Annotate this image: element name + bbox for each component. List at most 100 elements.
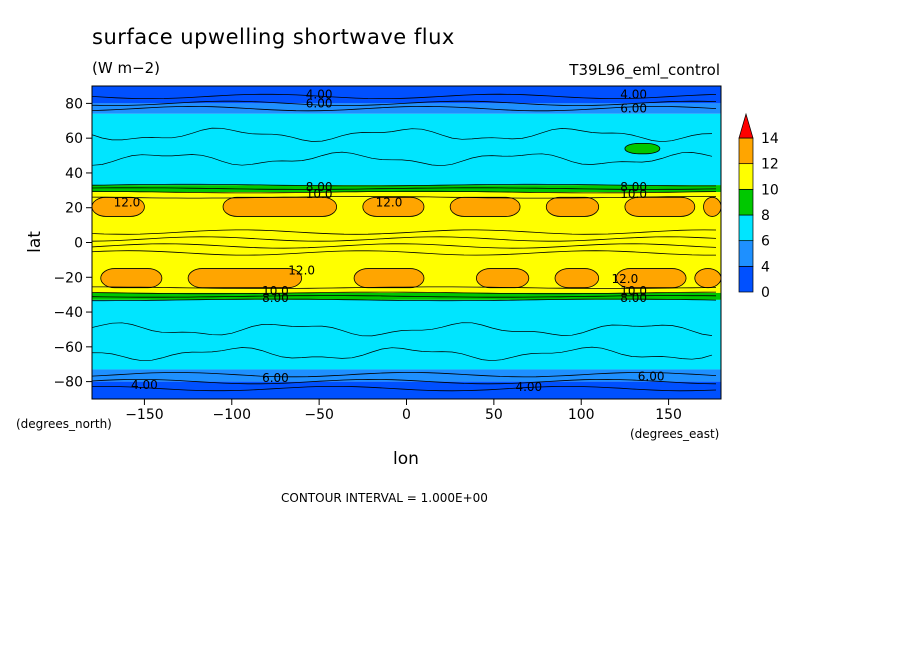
contour-label-6: 8.00 — [620, 180, 647, 194]
colorbar-tick-label-4: 10 — [761, 182, 779, 198]
y-axis: −80 −60 −40 −20 0 20 40 60 80 — [53, 96, 92, 391]
maximum-region-9 — [353, 268, 425, 289]
contour-line-15 — [91, 372, 717, 378]
y-tick-label-7: 60 — [65, 131, 83, 147]
zonal-band-8 — [92, 299, 721, 370]
zonal-band-6 — [92, 287, 721, 293]
contour-label-18: 4.00 — [515, 380, 542, 394]
x-tick-label-1: −100 — [213, 407, 251, 423]
contour-fill-layer — [91, 86, 722, 399]
y-tick-label-3: −20 — [53, 270, 83, 286]
colorbar-swatch-1 — [738, 240, 754, 267]
contour-line-7 — [91, 229, 717, 235]
y-units-label: (degrees_north) — [16, 417, 112, 431]
contour-line-11 — [91, 286, 717, 289]
colorbar-tick-label-3: 8 — [761, 208, 770, 224]
colorbar-swatch-4 — [738, 163, 754, 190]
maximum-region-2 — [362, 196, 425, 217]
colorbar-swatch-3 — [738, 188, 754, 216]
x-tick-label-3: 0 — [402, 407, 411, 423]
units-label: (W m−2) — [92, 59, 160, 77]
contour-label-19: 6.00 — [638, 369, 665, 383]
colorbar-extend-triangle — [738, 112, 754, 139]
zonal-band-0 — [92, 86, 721, 104]
contour-line-13 — [91, 295, 717, 298]
contour-line-layer — [91, 93, 717, 392]
colorbar-tick-label-1: 4 — [761, 259, 770, 275]
contour-wave-1 — [91, 151, 713, 167]
zonal-band-2 — [92, 113, 721, 186]
contour-label-17: 6.00 — [262, 371, 289, 385]
x-tick-label-2: −50 — [304, 407, 334, 423]
experiment-label: T39L96_eml_control — [568, 61, 720, 80]
y-tick-label-1: −60 — [53, 340, 83, 356]
chart-title: surface upwelling shortwave flux — [92, 25, 455, 49]
maximum-region-8 — [187, 268, 303, 289]
contour-label-14: 10.0 — [620, 284, 647, 298]
colorbar-swatch-0 — [738, 265, 754, 293]
y-tick-label-2: −40 — [53, 305, 83, 321]
maximum-region-10 — [475, 268, 530, 289]
contour-label-13: 8.00 — [262, 291, 289, 305]
contour-label-15: 8.00 — [620, 291, 647, 305]
x-tick-label-0: −150 — [125, 407, 163, 423]
maximum-region-14 — [624, 142, 661, 155]
y-tick-label-6: 40 — [65, 166, 83, 182]
zonal-band-1 — [92, 103, 721, 114]
y-tick-label-4: 0 — [74, 236, 83, 252]
maximum-region-4 — [545, 196, 600, 217]
contour-line-8 — [91, 236, 717, 242]
colorbar-tick-label-5: 12 — [761, 157, 779, 173]
contour-line-2 — [91, 105, 717, 112]
contour-label-8: 12.0 — [114, 196, 141, 210]
contour-line-14 — [91, 298, 717, 302]
contour-label-16: 4.00 — [131, 378, 158, 392]
contour-label-2: 4.00 — [620, 88, 647, 102]
contour-label-7: 10.0 — [620, 187, 647, 201]
contour-wave-0 — [91, 127, 713, 143]
zonal-band-10 — [92, 381, 721, 399]
x-units-label: (degrees_east) — [630, 427, 719, 441]
maximum-region-6 — [703, 196, 722, 217]
y-tick-label-0: −80 — [53, 375, 83, 391]
x-tick-label-6: 150 — [655, 407, 682, 423]
maximum-region-13 — [694, 268, 722, 289]
colorbar: 0 4 6 8 10 12 14 — [738, 112, 779, 301]
contour-wave-3 — [91, 346, 713, 362]
contour-line-4 — [91, 187, 717, 190]
contour-label-9: 12.0 — [376, 196, 403, 210]
colorbar-swatch-2 — [738, 214, 754, 242]
colorbar-swatch-5 — [738, 137, 754, 165]
y-tick-label-8: 80 — [65, 96, 83, 112]
contour-line-9 — [91, 243, 717, 249]
x-tick-label-4: 50 — [485, 407, 503, 423]
zonal-band-4 — [92, 192, 721, 198]
contour-line-12 — [91, 291, 717, 295]
zonal-band-9 — [92, 369, 721, 382]
maximum-region-7 — [100, 268, 163, 289]
contour-label-3: 6.00 — [620, 102, 647, 116]
contour-line-6 — [91, 196, 716, 199]
contour-label-10: 12.0 — [288, 263, 315, 277]
x-axis-label: lon — [393, 449, 419, 469]
contour-label-1: 6.00 — [306, 96, 333, 110]
contour-label-12: 10.0 — [262, 284, 289, 298]
maximum-region-12 — [615, 268, 687, 289]
y-axis-label: lat — [25, 231, 45, 253]
contour-line-10 — [91, 250, 716, 256]
x-axis: −150 −100 −50 0 50 100 150 — [125, 399, 682, 423]
contour-line-16 — [91, 378, 717, 385]
maximum-region-3 — [449, 196, 521, 217]
contour-line-0 — [91, 93, 717, 99]
contour-label-0: 4.00 — [306, 88, 333, 102]
contour-interval-note: CONTOUR INTERVAL = 1.000E+00 — [281, 491, 488, 505]
maximum-region-5 — [624, 196, 696, 217]
contour-line-5 — [91, 190, 717, 194]
x-tick-label-5: 100 — [568, 407, 595, 423]
contour-line-3 — [91, 183, 716, 187]
contour-line-17 — [91, 385, 717, 392]
maximum-region-11 — [554, 268, 600, 289]
colorbar-tick-label-0: 0 — [761, 285, 770, 301]
